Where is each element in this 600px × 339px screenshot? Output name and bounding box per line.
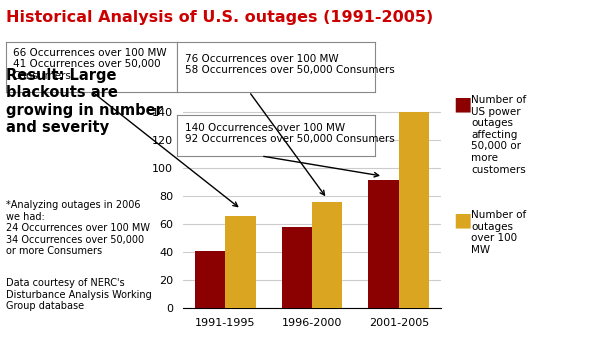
Bar (195, 251, 225, 308)
Text: Number of
outages
over 100
MW: Number of outages over 100 MW (471, 210, 526, 255)
Bar (399, 112, 429, 308)
Text: ■: ■ (453, 95, 472, 114)
Text: Historical Analysis of U.S. outages (1991-2005): Historical Analysis of U.S. outages (199… (6, 10, 433, 25)
Text: 76 Occurrences over 100 MW
58 Occurrences over 50,000 Consumers: 76 Occurrences over 100 MW 58 Occurrence… (185, 54, 395, 75)
Text: 66 Occurrences over 100 MW
41 Occurrences over 50,000
Consumers: 66 Occurrences over 100 MW 41 Occurrence… (13, 48, 166, 81)
Bar (281, 227, 312, 308)
Bar (225, 216, 256, 308)
Text: Number of
US power
outages
affecting
50,000 or
more
customers: Number of US power outages affecting 50,… (471, 95, 526, 175)
Text: Data courtesy of NERC's
Disturbance Analysis Working
Group database: Data courtesy of NERC's Disturbance Anal… (6, 278, 152, 311)
Text: Result: Large
blackouts are
growing in number
and severity: Result: Large blackouts are growing in n… (6, 68, 163, 135)
Text: ■: ■ (453, 210, 472, 229)
Text: *Analyzing outages in 2006
we had:
24 Occurrences over 100 MW
34 Occurrences ove: *Analyzing outages in 2006 we had: 24 Oc… (6, 200, 150, 256)
Text: 140 Occurrences over 100 MW
92 Occurrences over 50,000 Consumers: 140 Occurrences over 100 MW 92 Occurrenc… (185, 123, 395, 144)
Bar (368, 180, 399, 308)
Bar (312, 202, 343, 308)
